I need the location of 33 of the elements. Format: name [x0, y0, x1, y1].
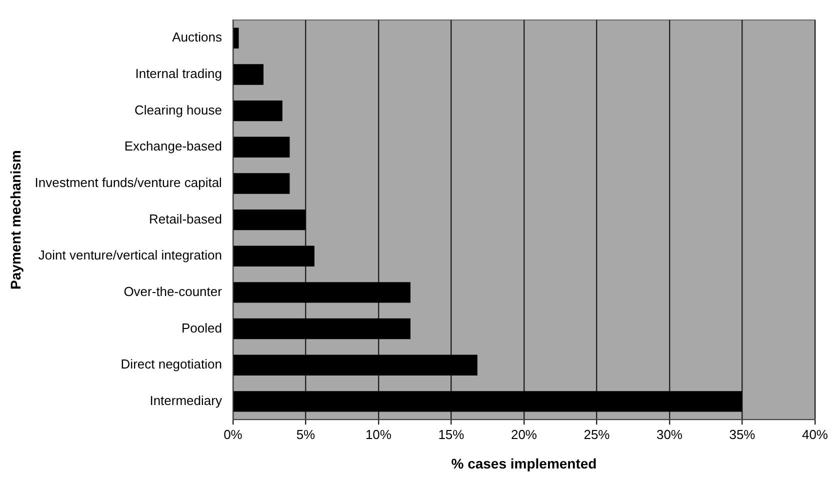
y-axis-title: Payment mechanism: [7, 150, 24, 290]
y-tick-label: Pooled: [181, 320, 222, 336]
y-tick-label: Joint venture/vertical integration: [38, 248, 222, 263]
x-tick-label: 35%: [729, 426, 756, 442]
x-tick-label: 30%: [656, 426, 683, 442]
bar: [234, 282, 410, 303]
bar: [234, 391, 742, 412]
bar: [234, 246, 314, 266]
y-tick-label: Clearing house: [134, 102, 222, 118]
x-tick-label: 10%: [365, 426, 392, 442]
y-tick-label: Internal trading: [135, 66, 222, 82]
bar: [234, 318, 410, 340]
bar: [234, 136, 290, 158]
bar: [234, 100, 282, 122]
bar: [234, 354, 478, 376]
y-tick-label: Direct negotiation: [120, 356, 222, 372]
x-tick-label: 5%: [296, 426, 316, 442]
y-tick-label: Auctions: [172, 30, 222, 45]
bar: [234, 64, 264, 85]
x-tick-label: 0%: [224, 426, 243, 442]
y-tick-label: Intermediary: [150, 393, 222, 408]
y-tick-label: Investment funds/venture capital: [34, 175, 222, 190]
x-tick-label: 20%: [510, 426, 538, 442]
y-tick-label: Over-the-counter: [124, 284, 223, 300]
y-tick-label: Exchange-based: [124, 138, 222, 154]
bar: [234, 173, 290, 194]
bar: [234, 209, 306, 230]
x-tick-label: 40%: [802, 426, 828, 442]
x-axis-title: % cases implemented: [451, 455, 597, 472]
y-tick-label: Retail-based: [148, 211, 222, 226]
bar: [234, 28, 239, 49]
x-tick-label: 15%: [438, 426, 465, 442]
x-tick-label: 25%: [584, 426, 610, 442]
